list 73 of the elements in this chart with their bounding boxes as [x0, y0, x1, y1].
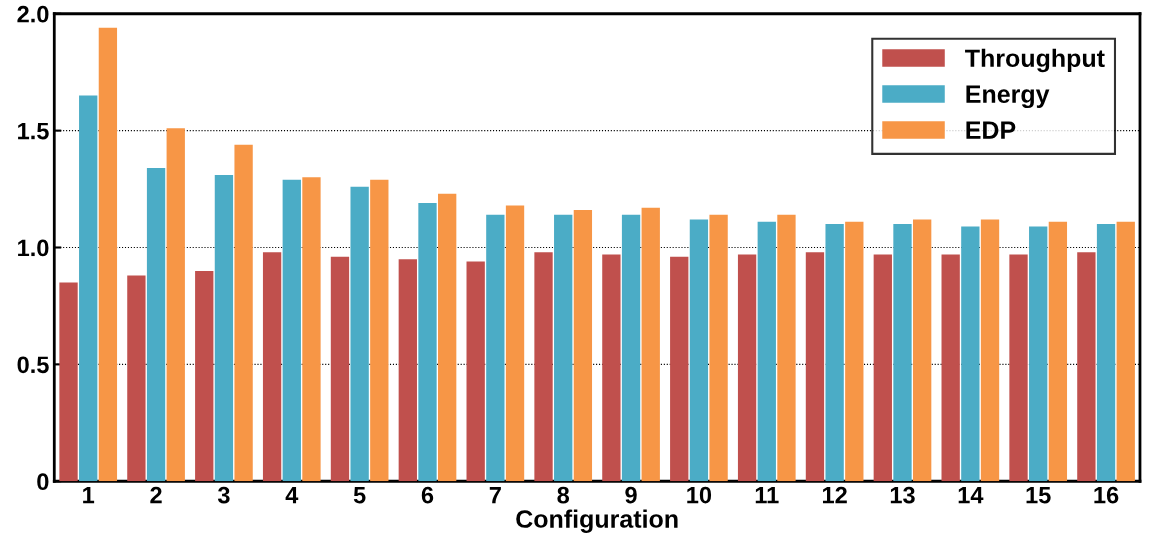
- bar: [505, 205, 525, 482]
- bar: [913, 219, 932, 482]
- bar: [641, 207, 660, 482]
- y-tick-label: 1.0: [18, 239, 49, 257]
- bar: [1029, 226, 1048, 482]
- bar: [534, 252, 553, 482]
- bar: [262, 252, 282, 482]
- bar: [1009, 254, 1028, 482]
- bar: [330, 256, 350, 482]
- x-tick-label: 7: [489, 486, 501, 504]
- bar: [621, 214, 641, 482]
- bar: [893, 224, 912, 482]
- bar: [670, 256, 689, 482]
- bar: [214, 175, 234, 482]
- bar: [709, 214, 728, 482]
- y-tick-label: 1.5: [18, 122, 49, 140]
- y-tick-label: 0: [37, 473, 49, 491]
- x-tick-label: 4: [285, 486, 299, 504]
- bar: [195, 270, 214, 482]
- legend-label: Throughput: [965, 48, 1105, 73]
- x-tick-label: 16: [1094, 486, 1119, 504]
- x-tick-label: 15: [1026, 486, 1051, 504]
- legend-label: Energy: [966, 85, 1050, 109]
- x-tick-label: 8: [557, 486, 570, 504]
- bar: [146, 168, 166, 482]
- bar: [98, 27, 118, 482]
- bar: [689, 219, 709, 482]
- bar: [1048, 221, 1068, 482]
- bar: [79, 95, 98, 482]
- x-tick-label: 9: [625, 486, 637, 504]
- bar: [418, 203, 437, 482]
- bar: [873, 254, 892, 482]
- x-tick-label: 5: [353, 486, 366, 504]
- bar: [370, 179, 389, 482]
- bar: [127, 275, 146, 482]
- x-tick-label: 12: [822, 486, 847, 504]
- x-axis-title: Configuration: [516, 509, 678, 533]
- x-tick-label: 14: [958, 486, 984, 504]
- bar: [398, 259, 417, 482]
- bar: [302, 177, 321, 482]
- x-tick-label: 11: [755, 486, 779, 504]
- y-tick-label: 2.0: [17, 5, 49, 23]
- bar: [1096, 224, 1116, 482]
- x-tick-label: 13: [890, 486, 915, 504]
- bar: [486, 214, 505, 482]
- bar: [438, 193, 457, 482]
- bar: [825, 224, 844, 482]
- bar: [757, 221, 776, 482]
- bar: [961, 226, 980, 482]
- legend-label: EDP: [966, 121, 1016, 139]
- x-tick-label: 2: [150, 486, 162, 504]
- bar: [737, 254, 757, 482]
- x-tick-label: 1: [83, 486, 95, 504]
- bar: [234, 144, 253, 482]
- bar: [59, 282, 78, 482]
- x-tick-label: 3: [217, 486, 230, 504]
- bar: [845, 221, 864, 482]
- bar: [554, 214, 573, 482]
- bar: [777, 214, 796, 482]
- bar: [573, 210, 593, 482]
- y-tick-label: 0.5: [17, 356, 49, 374]
- bar: [1116, 221, 1135, 482]
- bar: [350, 186, 369, 482]
- bar: [466, 261, 485, 482]
- bar: [805, 252, 825, 482]
- bar: [1077, 252, 1096, 482]
- x-tick-label: 10: [687, 486, 712, 504]
- x-tick-label: 6: [421, 486, 434, 504]
- bar: [980, 219, 1000, 482]
- bar: [282, 179, 301, 482]
- bar: [602, 254, 621, 482]
- bar: [166, 128, 185, 482]
- bar: [941, 254, 960, 482]
